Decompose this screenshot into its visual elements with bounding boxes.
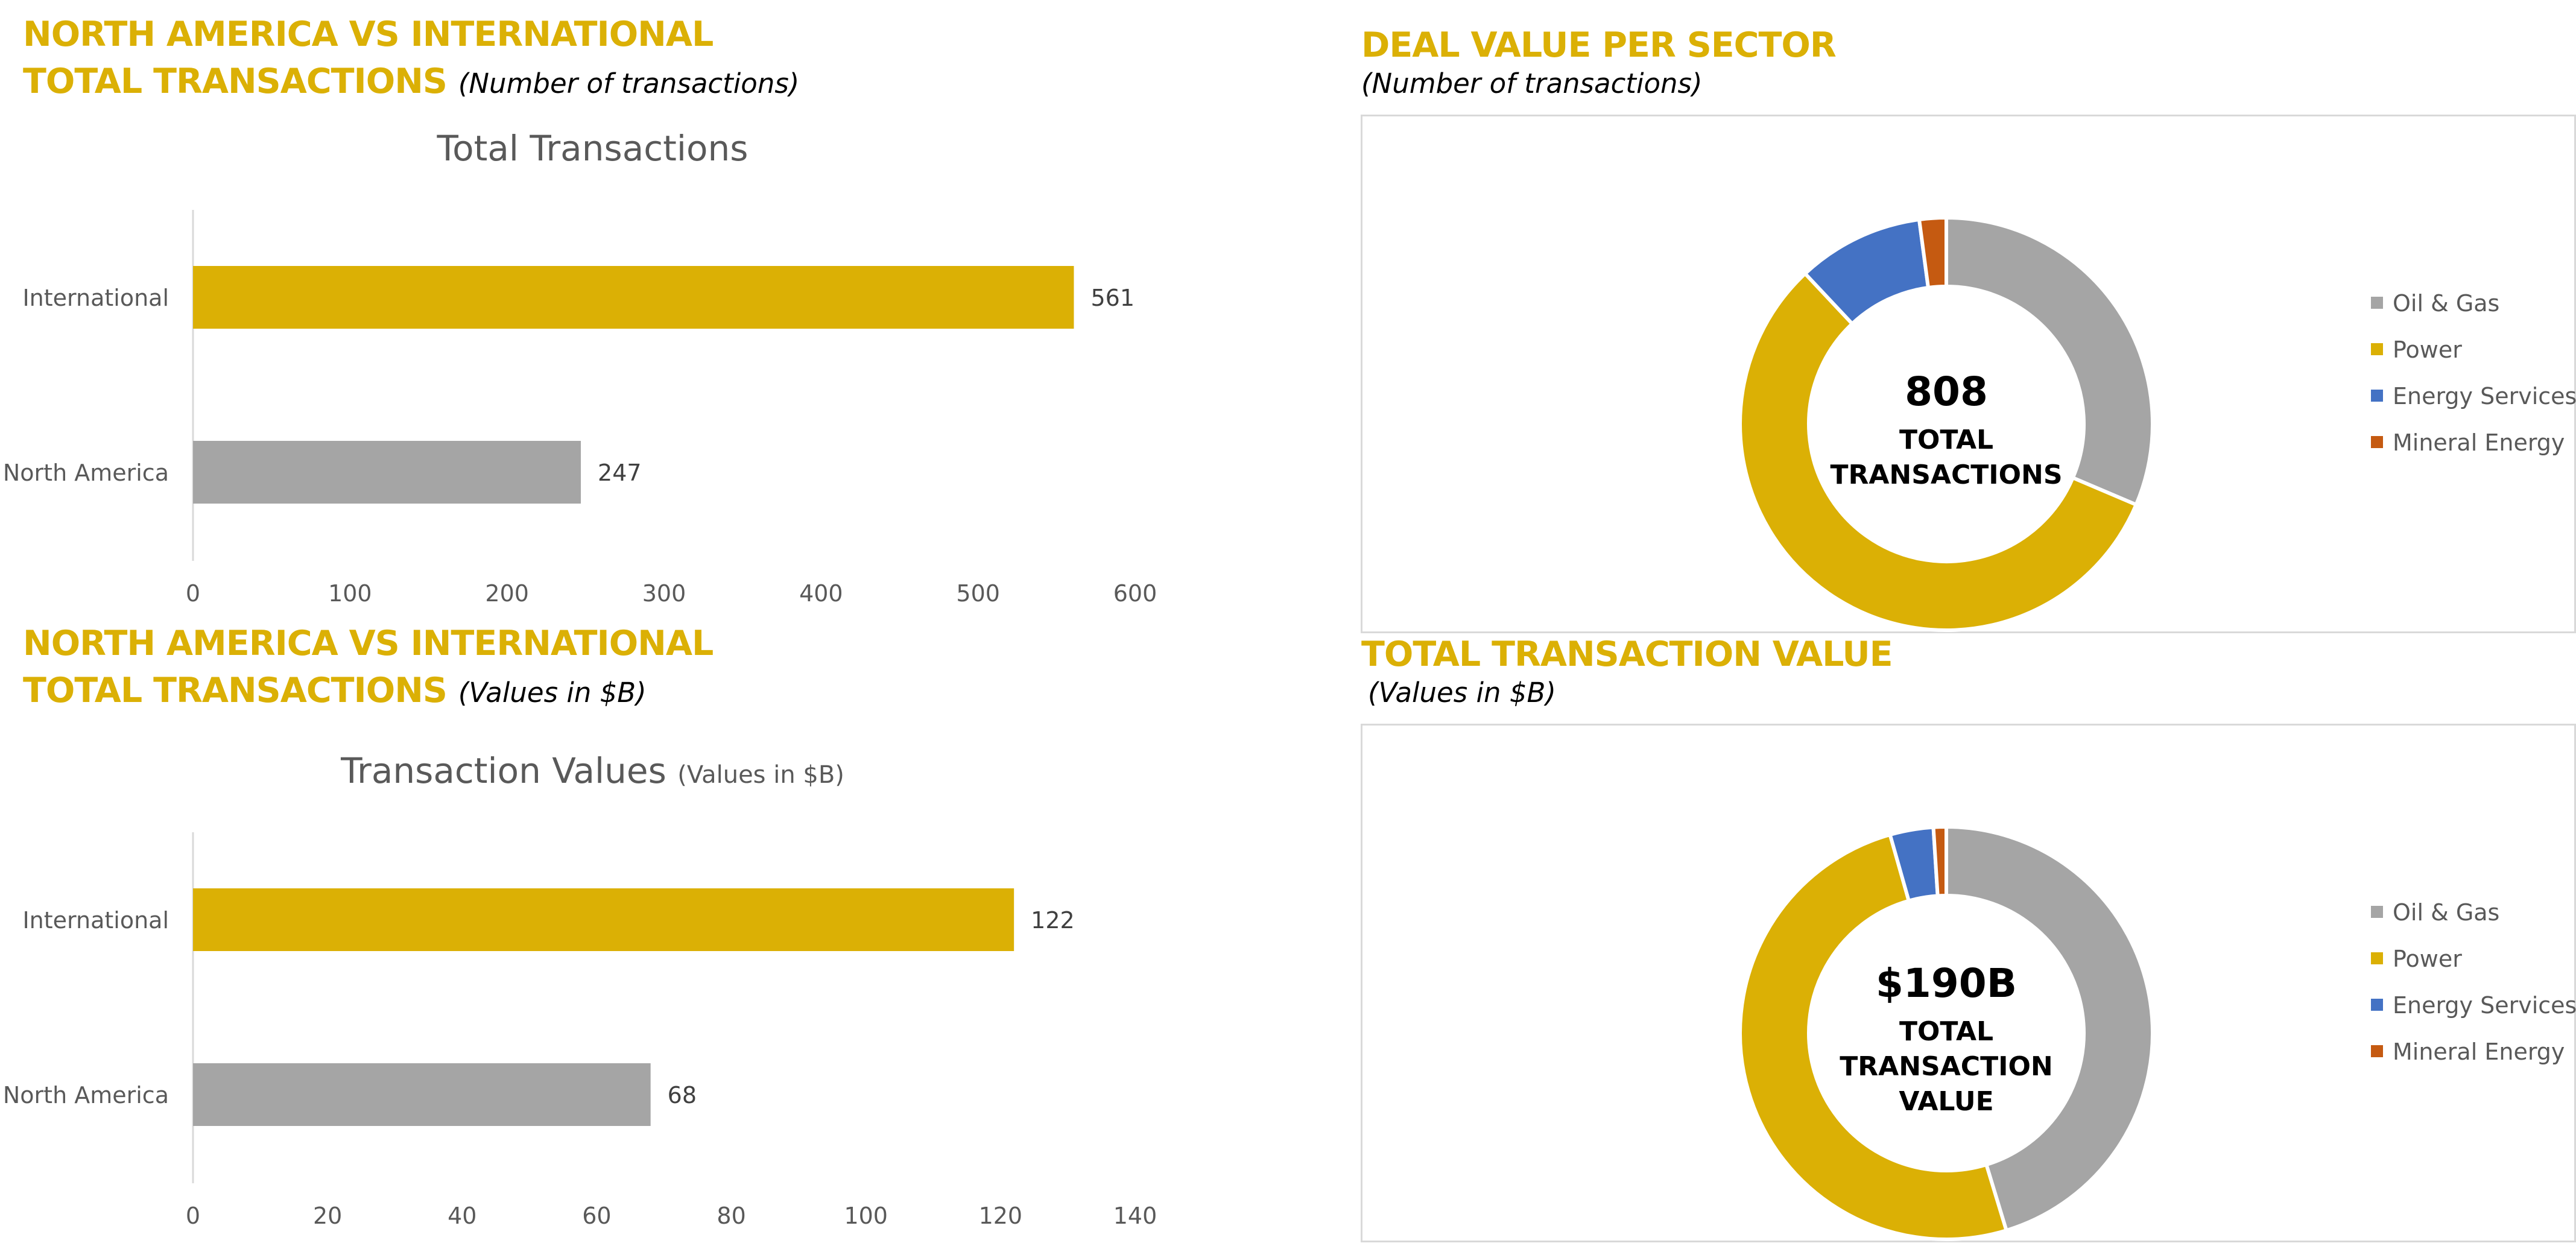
center-label: TOTAL	[1899, 1016, 1993, 1047]
section-heading-transactions-count: NORTH AMERICA VS INTERNATIONAL TOTAL TRA…	[23, 11, 799, 107]
chart-title-suffix: (Values in $B)	[677, 761, 844, 789]
data-label: 68	[668, 1082, 697, 1108]
category-label: North America	[3, 460, 169, 486]
donut-slice	[1738, 832, 2009, 1241]
x-tick-label: 0	[186, 1203, 200, 1229]
category-label: International	[22, 907, 169, 934]
donut-slice	[1917, 215, 1948, 290]
bar-chart-transaction-values: International 122 North America 68 0 20 40 60 80…	[3, 832, 1157, 1229]
x-tick-label: 600	[1113, 580, 1157, 607]
heading-line-1: TOTAL TRANSACTION VALUE	[1361, 634, 1893, 674]
legend-swatch	[2371, 390, 2383, 402]
donut-panel-transactions	[1361, 115, 2576, 633]
donut-chart-value: $190B TOTAL TRANSACTION VALUE Oil & Gas Power…	[1738, 824, 2576, 1241]
heading-line-1: NORTH AMERICA VS INTERNATIONAL	[23, 624, 714, 663]
heading-subtitle-total-value: (Values in $B)	[1368, 677, 1556, 709]
x-tick-label: 60	[582, 1203, 611, 1229]
bar	[193, 266, 1074, 329]
heading-subtitle: (Number of transactions)	[458, 68, 800, 100]
legend-label: Power	[2393, 946, 2462, 972]
legend-label: Power	[2393, 337, 2462, 363]
x-tick-label: 40	[448, 1203, 476, 1229]
legend-label: Energy Services	[2393, 383, 2576, 409]
bar-chart-total-transactions: International 561 North America 247 0 100 200 3…	[3, 210, 1157, 607]
center-label: TRANSACTIONS	[1830, 460, 2062, 490]
donut-chart-transactions: 808 TOTAL TRANSACTIONS Oil & Gas Power Energy…	[1738, 215, 2576, 632]
x-tick-label: 120	[979, 1203, 1023, 1229]
donut-panel-value	[1361, 724, 2576, 1242]
heading-line-1: DEAL VALUE PER SECTOR	[1361, 25, 1837, 65]
donut-slice	[1931, 824, 1948, 898]
section-heading-transactions-value: NORTH AMERICA VS INTERNATIONAL TOTAL TRA…	[23, 620, 714, 716]
legend-swatch	[2371, 906, 2383, 918]
data-label: 122	[1031, 907, 1075, 934]
center-value: $190B	[1876, 960, 2017, 1007]
section-heading-deal-value: DEAL VALUE PER SECTOR	[1361, 22, 1837, 69]
heading-line-2: TOTAL TRANSACTIONS (Number of transactio…	[23, 58, 799, 107]
legend-swatch	[2371, 1045, 2383, 1057]
heading-subtitle: (Values in $B)	[458, 677, 647, 709]
x-tick-label: 80	[717, 1203, 745, 1229]
x-tick-label: 20	[313, 1203, 342, 1229]
x-tick-label: 0	[186, 580, 200, 607]
x-tick-label: 100	[328, 580, 372, 607]
category-label: International	[22, 285, 169, 311]
center-label: VALUE	[1899, 1086, 1993, 1117]
heading-line-2-text: TOTAL TRANSACTIONS	[23, 62, 448, 101]
chart-title-text: Total Transactions	[437, 128, 748, 169]
x-tick-label: 100	[844, 1203, 888, 1229]
center-value: 808	[1905, 368, 1988, 415]
x-tick-label: 500	[956, 580, 1000, 607]
x-tick-label: 200	[485, 580, 529, 607]
heading-subtitle-deal-value: (Number of transactions)	[1361, 68, 1703, 100]
heading-line-2-text: TOTAL TRANSACTIONS	[23, 671, 448, 710]
chart-title-text: Transaction Values	[341, 750, 666, 791]
section-heading-total-value: TOTAL TRANSACTION VALUE	[1361, 631, 1893, 678]
bar	[193, 1063, 651, 1126]
legend-label: Mineral Energy	[2393, 1039, 2565, 1065]
center-label: TOTAL	[1899, 425, 1993, 455]
legend-label: Oil & Gas	[2393, 899, 2499, 926]
data-label: 561	[1090, 285, 1135, 311]
legend-label: Energy Services	[2393, 992, 2576, 1019]
heading-line-2: TOTAL TRANSACTIONS (Values in $B)	[23, 667, 713, 716]
legend-swatch	[2371, 297, 2383, 309]
legend-swatch	[2371, 343, 2383, 355]
x-tick-label: 140	[1113, 1203, 1157, 1229]
x-tick-label: 400	[799, 580, 843, 607]
x-tick-label: 300	[642, 580, 686, 607]
category-label: North America	[3, 1082, 169, 1108]
center-label: TRANSACTION	[1840, 1051, 2052, 1082]
legend-swatch	[2371, 436, 2383, 448]
chart-title-total-transactions: Total Transactions	[0, 128, 1185, 169]
donut-slice	[1738, 271, 2139, 632]
heading-line-1: NORTH AMERICA VS INTERNATIONAL	[23, 14, 714, 54]
donut-slice	[1945, 824, 2154, 1233]
legend-label: Oil & Gas	[2393, 290, 2499, 317]
legend-swatch	[2371, 952, 2383, 964]
legend-label: Mineral Energy	[2393, 429, 2565, 456]
bar	[193, 888, 1014, 951]
chart-title-transaction-values: Transaction Values (Values in $B)	[0, 750, 1185, 791]
donut-slice	[1945, 215, 2154, 507]
data-label: 247	[598, 460, 642, 486]
bar	[193, 441, 581, 504]
legend-swatch	[2371, 999, 2383, 1011]
